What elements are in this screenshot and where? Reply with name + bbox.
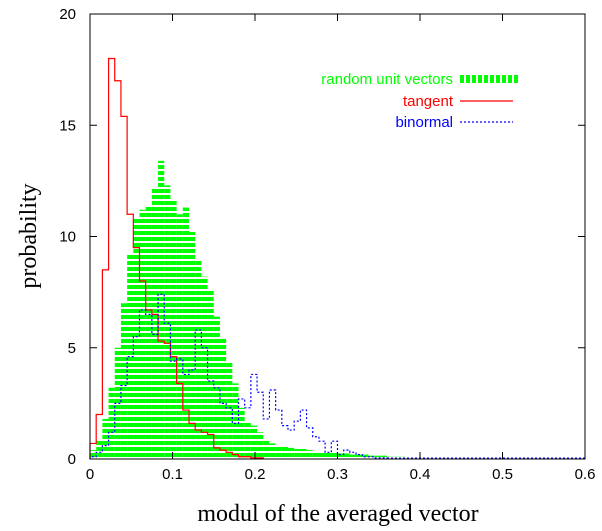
bar-random-unit-vectors	[96, 438, 103, 457]
legend-swatch-random-unit-vectors	[460, 75, 464, 83]
bar-random-unit-vectors	[356, 454, 363, 457]
bar-random-unit-vectors	[300, 448, 307, 457]
legend: random unit vectors tangent binormal	[321, 71, 518, 131]
bar-random-unit-vectors	[158, 160, 165, 457]
bar-random-unit-vectors	[325, 453, 332, 457]
bar-random-unit-vectors	[269, 443, 276, 457]
legend-swatch-random-unit-vectors	[508, 75, 512, 83]
bar-random-unit-vectors	[213, 316, 220, 457]
bar-random-unit-vectors	[164, 185, 171, 457]
legend-swatch-random-unit-vectors	[514, 75, 518, 83]
bar-random-unit-vectors	[145, 207, 152, 457]
legend-swatch-random-unit-vectors	[502, 75, 506, 83]
bar-random-unit-vectors	[337, 453, 344, 457]
series-line-binormal	[89, 293, 388, 459]
bar-random-unit-vectors	[195, 261, 202, 457]
bar-random-unit-vectors	[368, 455, 375, 457]
bar-random-unit-vectors	[170, 201, 177, 457]
bar-random-unit-vectors	[312, 453, 319, 457]
y-axis-title: probability	[16, 183, 42, 288]
bar-random-unit-vectors	[294, 448, 301, 457]
x-tick-label: 0.2	[245, 466, 266, 483]
bar-random-unit-vectors	[226, 363, 233, 457]
legend-swatch-random-unit-vectors	[490, 75, 494, 83]
bar-random-unit-vectors	[288, 447, 295, 457]
series-line-tangent	[89, 57, 264, 459]
x-tick-label: 0.1	[162, 466, 183, 483]
bar-random-unit-vectors	[232, 383, 239, 457]
bar-random-unit-vectors	[189, 232, 196, 457]
x-tick-label: 0.6	[575, 466, 596, 483]
legend-label: tangent	[403, 93, 454, 110]
bar-random-unit-vectors	[275, 447, 282, 457]
bar-random-unit-vectors	[139, 209, 146, 457]
bar-random-unit-vectors	[306, 450, 313, 457]
bar-random-unit-vectors	[281, 447, 288, 457]
bar-random-unit-vectors	[127, 255, 134, 457]
y-tick-label: 5	[68, 340, 76, 357]
bar-random-unit-vectors	[108, 387, 115, 457]
bar-random-unit-vectors	[343, 453, 350, 457]
bar-random-unit-vectors	[244, 423, 251, 457]
x-tick-label: 0.3	[327, 466, 348, 483]
bar-random-unit-vectors	[201, 276, 208, 457]
bar-random-unit-vectors	[102, 418, 109, 457]
y-tick-label: 10	[59, 229, 76, 246]
bar-random-unit-vectors	[90, 450, 97, 457]
legend-swatch-random-unit-vectors	[472, 75, 476, 83]
bar-random-unit-vectors	[257, 432, 264, 457]
bar-random-unit-vectors	[374, 455, 381, 457]
bar-random-unit-vectors	[331, 453, 338, 457]
bar-random-unit-vectors	[133, 219, 140, 457]
y-tick-label: 15	[59, 117, 76, 134]
bar-random-unit-vectors	[219, 339, 227, 457]
bar-random-unit-vectors	[318, 453, 326, 457]
bar-random-unit-vectors	[349, 454, 357, 457]
legend-label: binormal	[395, 114, 453, 131]
x-tick-label: 0.5	[492, 466, 513, 483]
bar-random-unit-vectors	[238, 407, 245, 457]
bar-random-unit-vectors	[263, 438, 270, 457]
bar-random-unit-vectors	[362, 454, 369, 457]
bar-random-unit-vectors	[250, 425, 258, 457]
bar-random-unit-vectors	[120, 303, 128, 457]
legend-label: random unit vectors	[321, 71, 453, 88]
legend-swatch-random-unit-vectors	[478, 75, 482, 83]
legend-swatch-random-unit-vectors	[484, 75, 488, 83]
x-tick-label: 0.4	[410, 466, 431, 483]
x-axis-title: modul of the averaged vector	[197, 501, 478, 527]
legend-swatch-random-unit-vectors	[466, 75, 470, 83]
bar-random-unit-vectors	[114, 347, 121, 457]
y-tick-label: 0	[68, 451, 76, 468]
bar-random-unit-vectors	[182, 207, 189, 457]
y-tick-label: 20	[59, 6, 76, 23]
bar-random-unit-vectors	[151, 189, 159, 457]
bar-random-unit-vectors	[207, 291, 214, 457]
bar-random-unit-vectors	[176, 214, 183, 457]
legend-swatch-random-unit-vectors	[496, 75, 500, 83]
bar-random-unit-vectors	[380, 455, 387, 457]
x-tick-label: 0	[86, 466, 94, 483]
